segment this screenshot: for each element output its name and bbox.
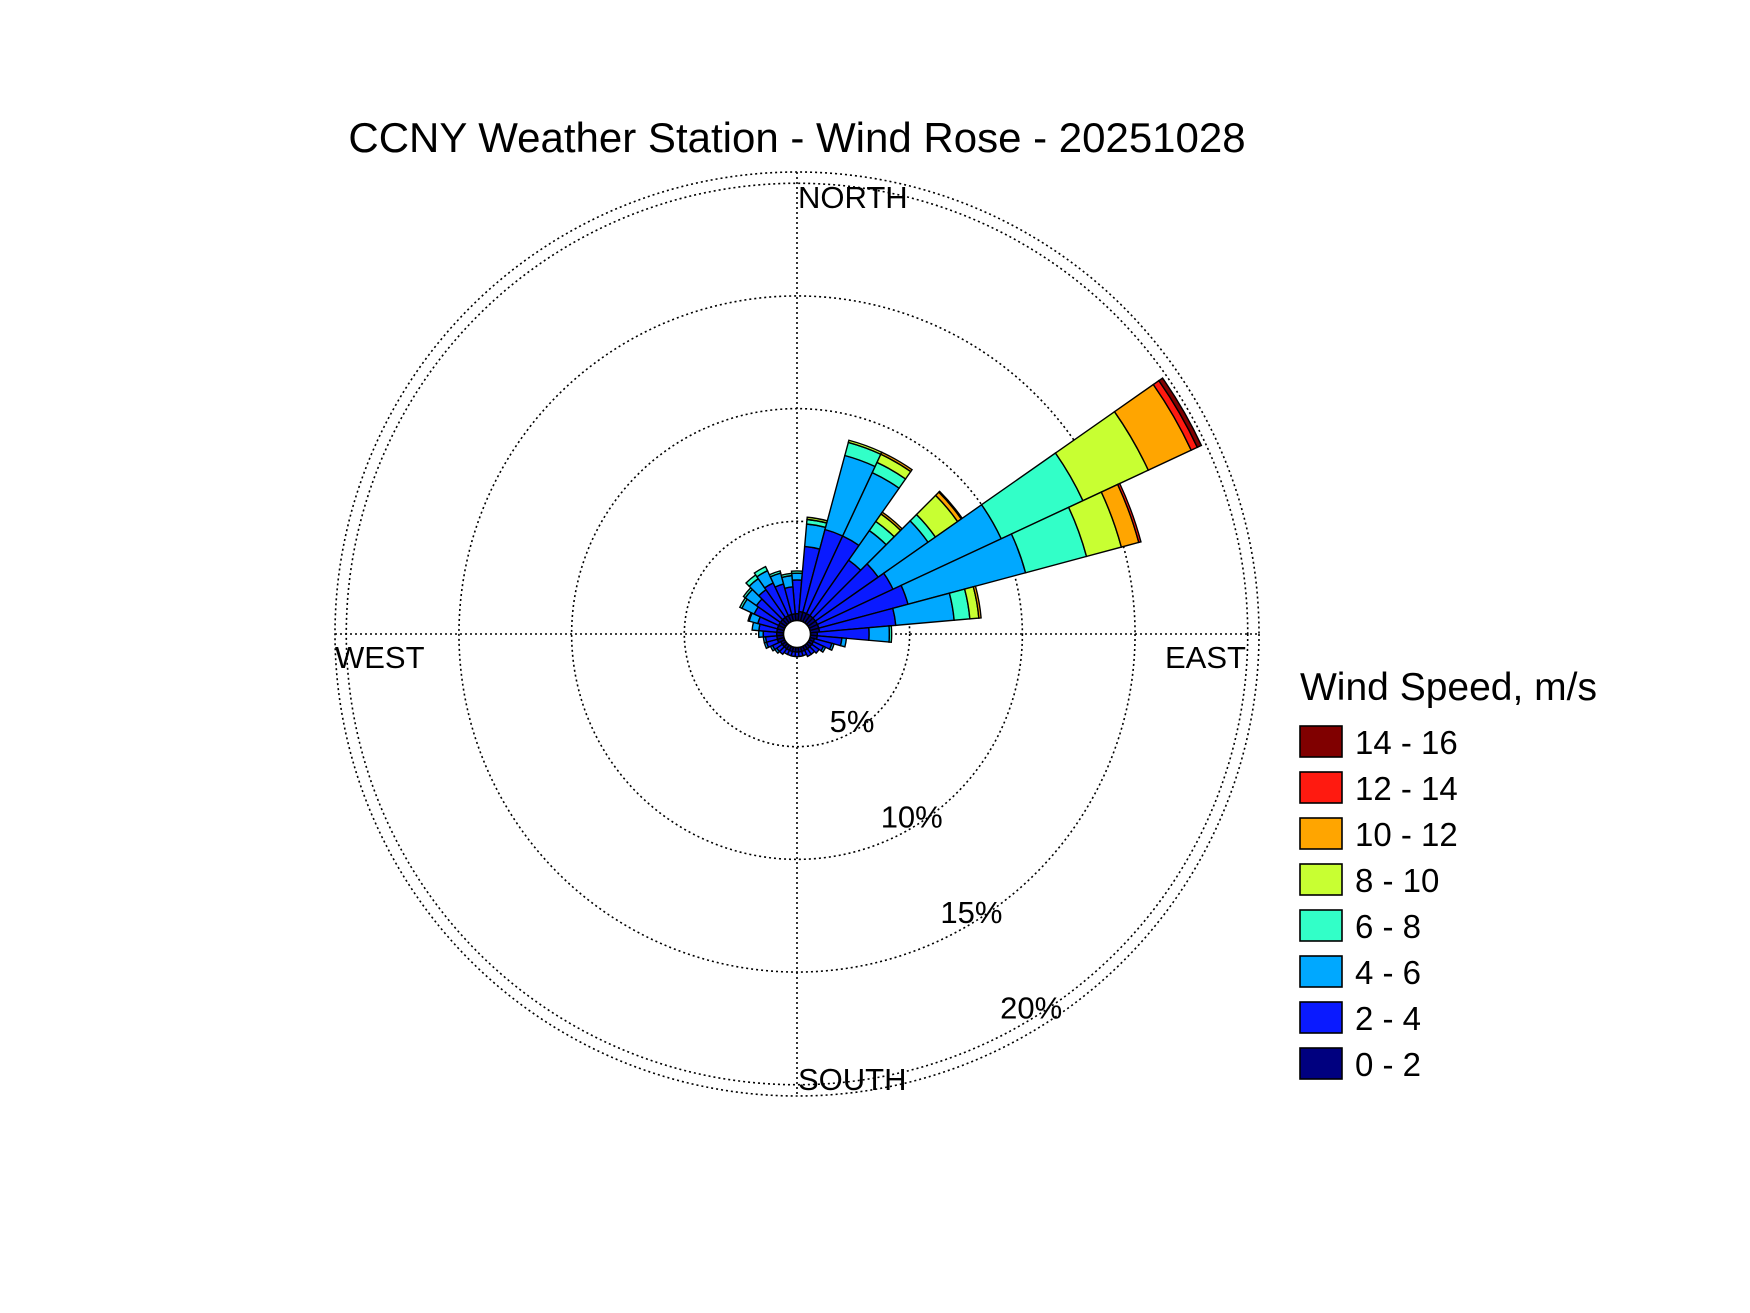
direction-label-west: WEST [335, 640, 425, 675]
chart-title: CCNY Weather Station - Wind Rose - 20251… [348, 114, 1245, 161]
legend-swatch-3 [1299, 863, 1343, 896]
legend-label-2: 10 - 12 [1355, 816, 1458, 853]
legend-label-7: 0 - 2 [1355, 1046, 1421, 1083]
wedge-100deg-bin-2 [839, 637, 848, 648]
wedge-0deg-bin-3 [790, 570, 804, 575]
legend-swatch-6 [1299, 1001, 1343, 1034]
wedge-0deg-bin-2 [790, 572, 804, 581]
ring-label-20: 20% [1000, 991, 1062, 1026]
wedge-120deg-bin-2 [820, 645, 827, 654]
wedge-110deg-bin-2 [828, 642, 835, 652]
legend-label-4: 6 - 8 [1355, 908, 1421, 945]
wedge-90deg-bin-3 [888, 624, 893, 644]
wedge-260deg-bin-2 [762, 635, 768, 644]
ring-label-10: 10% [881, 800, 943, 835]
direction-label-east: EAST [1165, 640, 1246, 675]
ring-label-15: 15% [940, 895, 1002, 930]
wind-rose-wedges [738, 377, 1203, 658]
legend-swatch-0 [1299, 725, 1343, 758]
legend-label-3: 8 - 10 [1355, 862, 1439, 899]
calm-center-circle [782, 619, 812, 649]
grid-ring-5 [683, 520, 911, 748]
wedge-130deg-bin-1 [808, 643, 821, 655]
legend-swatch-7 [1299, 1047, 1343, 1080]
legend-label-5: 4 - 6 [1355, 954, 1421, 991]
wedge-350deg-bin-3 [780, 572, 793, 579]
legend-swatch-4 [1299, 909, 1343, 942]
legend-swatch-2 [1299, 817, 1343, 850]
direction-label-north: NORTH [798, 180, 908, 215]
legend-label-0: 14 - 16 [1355, 724, 1458, 761]
direction-label-south: SOUTH [798, 1062, 907, 1097]
legend: 14 - 16 12 - 14 10 - 12 8 - 10 6 - 8 4 - 6 2 -… [1299, 724, 1458, 1083]
legend-swatch-5 [1299, 955, 1343, 988]
wedge-340deg-bin-3 [768, 570, 782, 578]
wedge-80deg-bin-5 [972, 585, 982, 619]
wedge-70deg-bin-6 [1116, 482, 1142, 544]
wedge-60deg-bin-7 [1157, 377, 1203, 449]
ring-labels: 5% 10% 15% 20% [830, 704, 1063, 1026]
wedge-90deg-bin-2 [868, 625, 891, 643]
wedge-330deg-bin-3 [753, 565, 769, 578]
legend-label-6: 2 - 4 [1355, 1000, 1421, 1037]
wedge-30deg-bin-5 [879, 451, 914, 473]
legend-swatch-1 [1299, 771, 1343, 804]
legend-label-1: 12 - 14 [1355, 770, 1458, 807]
legend-title: Wind Speed, m/s [1300, 666, 1597, 709]
ring-label-5: 5% [830, 704, 875, 739]
wedge-150deg-bin-1 [803, 647, 813, 658]
